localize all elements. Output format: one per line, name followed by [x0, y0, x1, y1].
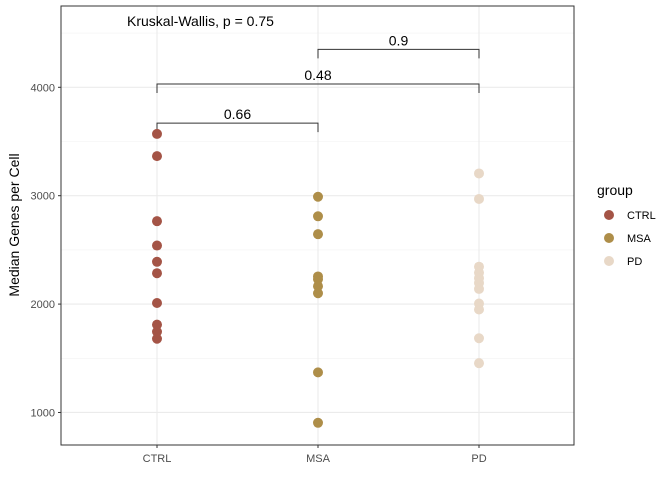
legend-key-pd	[604, 256, 614, 266]
comparison-p-value: 0.9	[389, 32, 409, 48]
data-point-msa	[313, 367, 323, 378]
y-tick-label: 4000	[31, 82, 55, 94]
data-point-pd	[474, 333, 484, 344]
legend-key-ctrl	[604, 210, 614, 220]
data-point-ctrl	[152, 268, 162, 279]
data-point-ctrl	[152, 319, 162, 330]
data-point-pd	[474, 358, 484, 369]
y-tick-label: 1000	[31, 407, 55, 419]
axis-layer: 1000 2000 3000 4000 CTRL MSA PD	[31, 82, 487, 465]
data-point-ctrl	[152, 326, 162, 337]
legend-label-ctrl: CTRL	[627, 210, 656, 222]
data-point-pd	[474, 304, 484, 315]
comparison-bracket	[156, 122, 319, 133]
legend: group CTRL MSA PD	[597, 182, 656, 268]
data-point-ctrl	[152, 256, 162, 267]
data-point-pd	[474, 283, 484, 294]
data-point-msa	[313, 229, 323, 240]
data-point-msa	[313, 288, 323, 299]
comparison-bracket	[317, 48, 480, 59]
legend-title: group	[597, 182, 633, 198]
data-point-ctrl	[152, 333, 162, 344]
legend-key-msa	[604, 233, 614, 243]
global-test-label: Kruskal-Wallis, p = 0.75	[127, 13, 274, 29]
y-tick-label: 2000	[31, 299, 55, 311]
point-layer	[152, 128, 484, 428]
data-point-ctrl	[152, 128, 162, 139]
data-point-ctrl	[152, 240, 162, 251]
data-point-msa	[313, 274, 323, 285]
y-axis-title: Median Genes per Cell	[6, 153, 22, 296]
legend-label-msa: MSA	[627, 233, 652, 245]
y-tick-label: 3000	[31, 191, 55, 203]
data-point-pd	[474, 193, 484, 204]
data-point-msa	[313, 281, 323, 292]
x-tick-label: MSA	[306, 453, 331, 465]
x-tick-label: CTRL	[143, 453, 172, 465]
data-point-pd	[474, 168, 484, 179]
data-point-msa	[313, 417, 323, 428]
data-point-ctrl	[152, 151, 162, 162]
data-point-ctrl	[152, 298, 162, 309]
comparison-bracket	[156, 83, 480, 94]
data-point-ctrl	[152, 216, 162, 227]
comparison-p-value: 0.66	[224, 106, 251, 122]
comparison-brackets: 0.66 0.48 0.9	[156, 32, 480, 133]
legend-label-pd: PD	[627, 256, 642, 268]
data-point-msa	[313, 211, 323, 222]
data-point-msa	[313, 191, 323, 202]
comparison-p-value: 0.48	[304, 67, 331, 83]
x-tick-label: PD	[471, 453, 486, 465]
